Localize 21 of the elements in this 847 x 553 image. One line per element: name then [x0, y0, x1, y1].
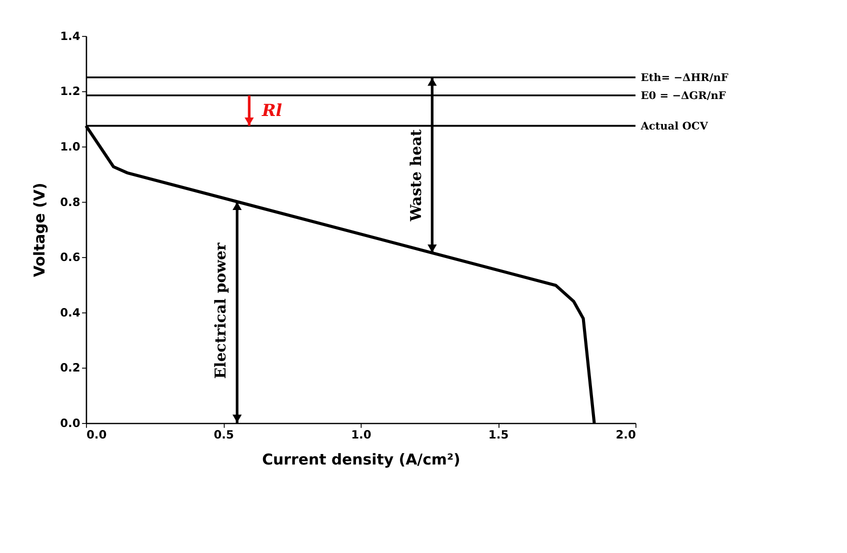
y-tick-label: 1.4: [60, 28, 80, 43]
y-tick-label: 0.6: [60, 250, 80, 264]
x-tick-label: 0.5: [214, 427, 234, 442]
annotation: Rl: [260, 100, 282, 120]
ref-line-label: Eth= −ΔHR/nF: [640, 72, 729, 84]
x-tick-label: 1.0: [351, 427, 372, 442]
y-axis-title: Voltage (V): [30, 182, 48, 278]
annotation: Electrical power: [212, 242, 230, 379]
y-tick-label: 1.2: [60, 84, 80, 98]
y-tick-label: 1.0: [60, 140, 80, 154]
y-tick-label: 0.8: [60, 194, 80, 209]
x-axis-title: Current density (A/cm²): [262, 450, 460, 469]
x-tick-label: 0.0: [86, 427, 107, 442]
x-tick-label: 2.0: [616, 427, 636, 442]
x-tick-label: 1.5: [488, 427, 509, 442]
y-tick-label: 0.4: [60, 305, 80, 320]
annotation: Waste heat: [406, 129, 425, 222]
y-tick-label: 0.2: [60, 360, 80, 375]
ref-line-label: Actual OCV: [640, 120, 709, 132]
y-tick-label: 0.0: [60, 416, 80, 430]
ref-line-label: E0 = −ΔGR/nF: [640, 90, 726, 102]
